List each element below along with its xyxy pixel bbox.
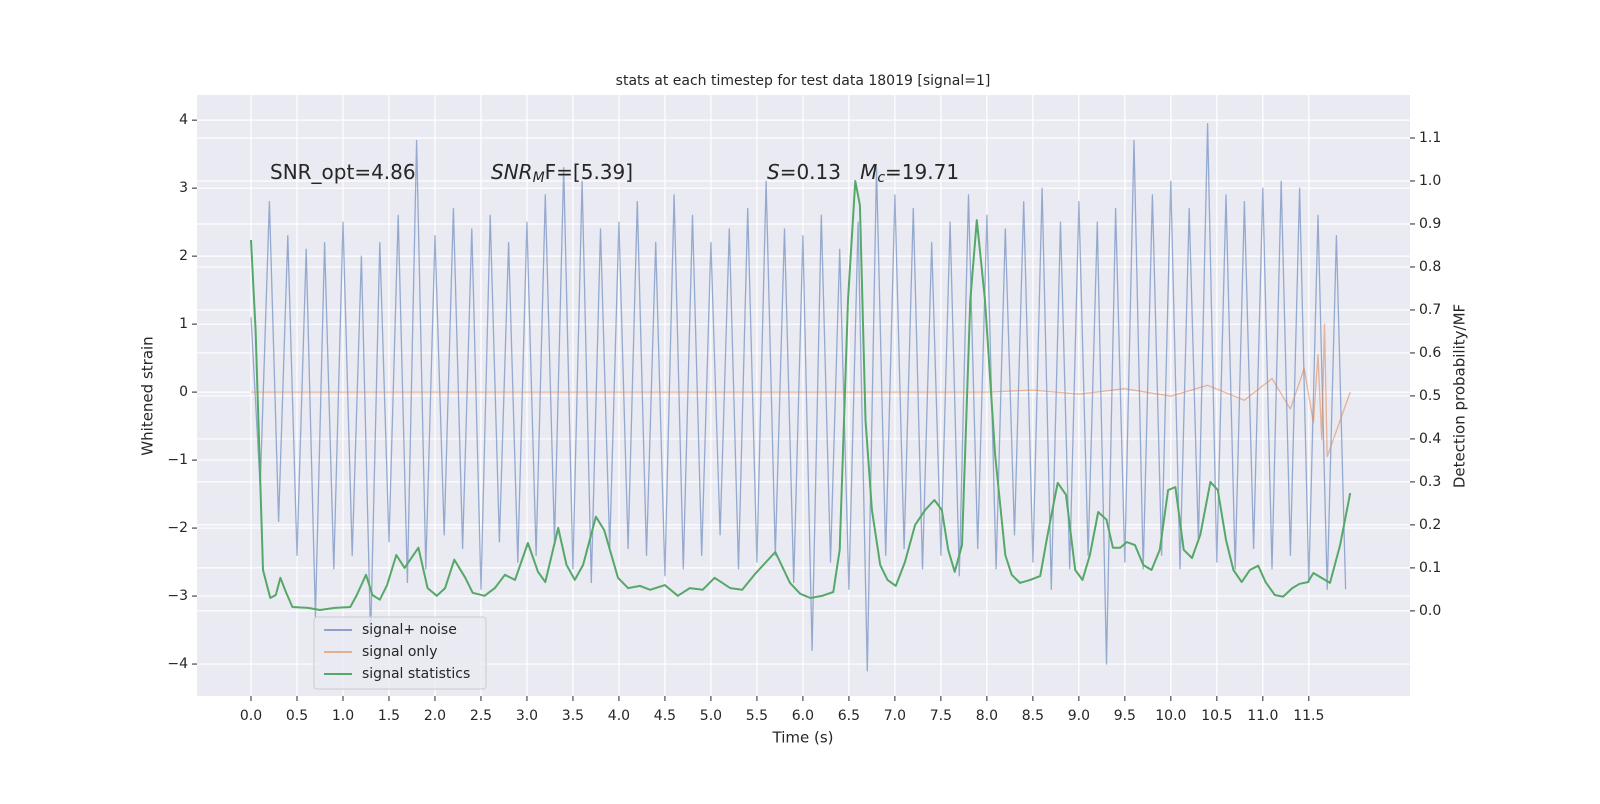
y-tick-label: 2	[179, 248, 188, 264]
y-tick-label: 1	[179, 316, 188, 332]
x-tick-label: 4.5	[654, 708, 676, 724]
y-tick-label: −2	[167, 520, 188, 536]
annotation-text: SNR_opt=4.86	[270, 160, 416, 184]
y2-tick-label: 0.9	[1419, 216, 1441, 232]
legend-label: signal statistics	[362, 666, 470, 682]
x-tick-label: 11.0	[1247, 708, 1278, 724]
y2-axis-label: Detection probability/MF	[1451, 304, 1469, 488]
y-tick-label: 0	[179, 384, 188, 400]
x-tick-label: 1.0	[332, 708, 354, 724]
x-tick-label: 10.0	[1155, 708, 1186, 724]
y2-tick-label: 0.3	[1419, 474, 1441, 490]
annotation-text: =19.71	[885, 160, 959, 184]
annotation-text: S	[767, 160, 780, 184]
y2-tick-label: 0.7	[1419, 302, 1441, 318]
x-tick-label: 0.0	[240, 708, 262, 724]
y-tick-label: −4	[167, 656, 188, 672]
legend-label: signal only	[362, 644, 437, 660]
x-tick-label: 6.0	[792, 708, 814, 724]
legend-label: signal+ noise	[362, 622, 457, 638]
y2-tick-label: 1.0	[1419, 173, 1441, 189]
x-tick-label: 7.5	[930, 708, 952, 724]
x-tick-label: 0.5	[286, 708, 308, 724]
annotation-text: M	[860, 160, 877, 184]
y2-tick-label: 0.2	[1419, 517, 1441, 533]
y-tick-label: 3	[179, 180, 188, 196]
annotation: SNR_opt=4.86	[270, 160, 416, 184]
chart-title: stats at each timestep for test data 180…	[616, 73, 991, 89]
y2-tick-label: 0.6	[1419, 345, 1441, 361]
y-axis-label: Whitened strain	[139, 336, 157, 455]
annotation: S=0.13 Mc=19.71	[767, 160, 959, 187]
x-tick-label: 1.5	[378, 708, 400, 724]
y-tick-label: −3	[167, 588, 188, 604]
annotation: SNRMF=[5.39]	[491, 160, 633, 187]
legend-box	[313, 616, 487, 690]
x-tick-label: 5.0	[700, 708, 722, 724]
x-tick-label: 8.0	[976, 708, 998, 724]
x-tick-label: 5.5	[746, 708, 768, 724]
x-tick-label: 10.5	[1201, 708, 1232, 724]
x-tick-label: 4.0	[608, 708, 630, 724]
series-line	[250, 180, 1352, 611]
x-tick-label: 7.0	[884, 708, 906, 724]
annotation-subscript: c	[877, 170, 885, 186]
y2-tick-label: 0.8	[1419, 259, 1441, 275]
y2-tick-label: 0.1	[1419, 560, 1441, 576]
annotation-subscript: M	[533, 170, 545, 186]
y2-tick-label: 0.5	[1419, 388, 1441, 404]
y-tick-label: −1	[167, 452, 188, 468]
x-tick-label: 6.5	[838, 708, 860, 724]
y-tick-label: 4	[179, 112, 188, 128]
annotation-text: =0.13	[780, 160, 860, 184]
y2-tick-label: 0.0	[1419, 603, 1441, 619]
series-line	[250, 122, 1347, 672]
x-tick-label: 3.0	[516, 708, 538, 724]
series-line	[251, 323, 1351, 458]
x-tick-label: 11.5	[1293, 708, 1324, 724]
x-tick-label: 8.5	[1022, 708, 1044, 724]
x-tick-label: 9.5	[1114, 708, 1136, 724]
x-tick-label: 2.0	[424, 708, 446, 724]
annotation-text: SNR	[491, 160, 533, 184]
x-tick-label: 3.5	[562, 708, 584, 724]
y2-tick-label: 0.4	[1419, 431, 1441, 447]
annotation-text: F=[5.39]	[545, 160, 633, 184]
x-axis-label: Time (s)	[772, 729, 834, 747]
x-tick-label: 9.0	[1068, 708, 1090, 724]
y2-tick-label: 1.1	[1419, 130, 1441, 146]
x-tick-label: 2.5	[470, 708, 492, 724]
